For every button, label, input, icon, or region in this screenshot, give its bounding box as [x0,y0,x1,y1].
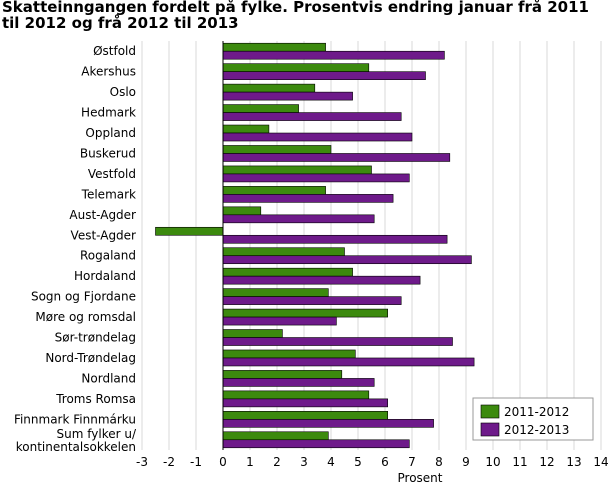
bar-2011-2012-10 [155,226,224,236]
bar-2012-2013-2 [222,71,426,80]
x-tick-label: 6 [381,455,389,469]
category-label: Hedmark [81,106,136,120]
category-label: Akershus [81,65,136,79]
bar-2011-2012-11 [222,247,345,257]
bar-2012-2013-19 [222,419,434,428]
x-tick-label: 14 [593,455,608,469]
category-labels: Østfold Akershus Oslo Hedmark Oppland Buskeru… [14,44,137,454]
category-label: Nord-Trøndelag [45,351,136,365]
bar-2011-2012-15 [222,329,283,338]
category-label: Finnmark Finnmárku [14,412,136,426]
bar-2011-2012-19 [222,411,388,420]
x-tick-label: 10 [485,455,500,469]
category-label: Sum fylker u/kontinentalsokkelen [16,427,137,454]
bar-2012-2013-4 [222,112,402,121]
legend-swatch-2012-2013 [480,422,500,437]
bar-2012-2013-15 [222,337,453,346]
bar-2011-2012-17 [222,370,343,379]
x-tick-label: 0 [219,455,227,469]
category-label: Østfold [93,44,136,58]
bar-2012-2013-10 [222,234,448,244]
chart-title: Skatteinngangen fordelt på fylke. Prosen… [2,0,589,32]
x-tick-label: 11 [512,455,527,469]
bar-2011-2012-14 [222,308,388,318]
category-label: Hordaland [74,269,136,283]
category-label: Rogaland [80,249,136,263]
bar-2012-2013-16 [222,357,475,367]
bar-2012-2013-9 [222,214,375,224]
category-label: Nordland [81,371,136,385]
category-label: Sør-trøndelag [55,331,136,345]
category-label: Oppland [85,126,136,140]
category-label: Aust-Agder [69,208,136,222]
legend-label-2012-2013: 2012-2013 [504,423,569,437]
bar-2011-2012-12 [222,267,353,277]
category-label: Telemark [81,187,136,201]
x-tick-label: 1 [246,455,254,469]
bars [155,42,475,449]
category-label: Troms Romsa [55,392,136,406]
bar-2011-2012-16 [222,349,356,359]
bar-2011-2012-6 [222,145,332,154]
bar-2011-2012-5 [222,124,270,134]
x-tick-label: 4 [327,455,335,469]
bar-2011-2012-1 [222,42,326,52]
x-axis-label: Prosent [398,471,443,485]
bar-2012-2013-3 [222,91,353,101]
bar-2012-2013-5 [222,132,413,142]
legend-label-2011-2012: 2011-2012 [504,405,569,419]
bar-2012-2013-7 [222,173,410,183]
category-label: Vestfold [88,167,136,181]
legend-swatch-2011-2012 [480,404,500,419]
x-tick-label: -2 [163,455,175,469]
bar-2011-2012-20 [222,431,329,441]
category-label: Sogn og Fjordane [31,290,136,304]
x-tick-label: 3 [300,455,308,469]
bar-2011-2012-9 [222,206,262,216]
x-tick-label: 8 [435,455,443,469]
bar-2011-2012-3 [222,83,316,93]
x-tick-label: 5 [354,455,362,469]
x-tick-labels: -3 -2 -1 0 1 2 3 4 5 6 7 8 9 10 11 12 13 14 [136,455,609,469]
bar-2012-2013-8 [222,194,394,203]
category-label: Vest-Agder [71,228,137,242]
bar-2011-2012-4 [222,104,299,113]
bar-2012-2013-14 [222,316,337,326]
bar-2012-2013-11 [222,255,472,265]
bar-2011-2012-18 [222,390,370,400]
x-tick-label: 9 [462,455,470,469]
x-tick-label: 7 [408,455,416,469]
bar-2011-2012-13 [222,288,329,297]
x-tick-label: 13 [566,455,581,469]
bar-2012-2013-17 [222,378,375,387]
bar-2012-2013-13 [222,296,402,305]
bar-2011-2012-8 [222,186,326,195]
category-label: Buskerud [80,146,136,160]
category-label: Oslo [110,85,136,99]
x-tick-label: 12 [539,455,554,469]
legend: 2011-2012 2012-2013 [472,397,594,441]
bar-2012-2013-12 [222,275,421,285]
bar-2012-2013-6 [222,153,451,162]
x-tick-label: 2 [273,455,281,469]
bar-2012-2013-20 [222,439,410,449]
bar-2012-2013-1 [222,50,445,60]
x-tick-label: -3 [136,455,148,469]
gridlines [141,41,602,450]
bar-2011-2012-2 [222,63,370,72]
bar-2011-2012-7 [222,165,372,175]
bar-2012-2013-18 [222,398,388,408]
category-label: Møre og romsdal [35,310,136,324]
x-tick-label: -1 [190,455,202,469]
